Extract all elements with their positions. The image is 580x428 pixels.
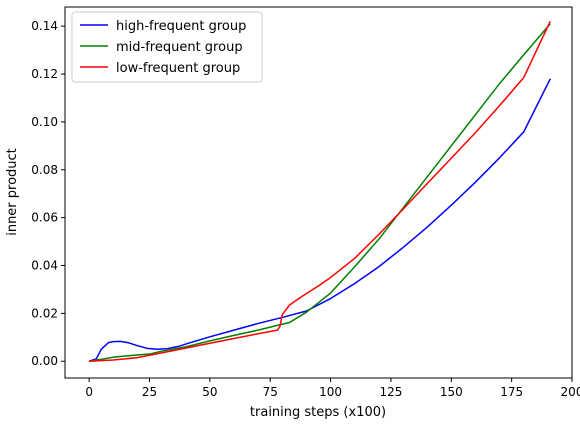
series-line-2: [89, 21, 551, 362]
x-tick-label: 50: [202, 385, 217, 399]
y-tick-label: 0.14: [31, 19, 58, 33]
legend: high-frequent group mid-frequent group low…: [71, 11, 263, 83]
x-tick-label: 200: [561, 385, 580, 399]
legend-label-2: low-frequent group: [116, 61, 240, 76]
legend-box: [71, 11, 263, 83]
x-tick-label: 125: [379, 385, 402, 399]
plot-area-frame: [64, 6, 573, 379]
x-tick-label: 25: [142, 385, 157, 399]
x-tick-label: 75: [263, 385, 278, 399]
x-axis-label: training steps (x100): [250, 405, 386, 420]
legend-label-0: high-frequent group: [116, 19, 246, 34]
y-tick-label: 0.06: [31, 211, 58, 225]
x-tick-label: 175: [500, 385, 523, 399]
x-tick-label: 150: [440, 385, 463, 399]
y-tick-label: 0.08: [31, 163, 58, 177]
y-tick-label: 0.00: [31, 354, 58, 368]
y-tick-label: 0.10: [31, 115, 58, 129]
series-lines: [88, 21, 551, 362]
y-tick-label: 0.02: [31, 306, 58, 320]
series-line-1: [89, 23, 551, 362]
y-tick-label: 0.04: [31, 259, 58, 273]
legend-label-1: mid-frequent group: [116, 40, 243, 55]
x-tick-label: 100: [319, 385, 342, 399]
y-axis-label: inner product: [5, 148, 20, 236]
x-tick-label: 0: [85, 385, 93, 399]
y-tick-label: 0.12: [31, 67, 58, 81]
x-axis-ticks: 0 25 50 75 100 125 150 175 200: [85, 378, 580, 399]
y-axis-ticks: 0.00 0.02 0.04 0.06 0.08 0.10 0.12 0.14: [31, 19, 65, 368]
series-line-0: [88, 78, 551, 362]
